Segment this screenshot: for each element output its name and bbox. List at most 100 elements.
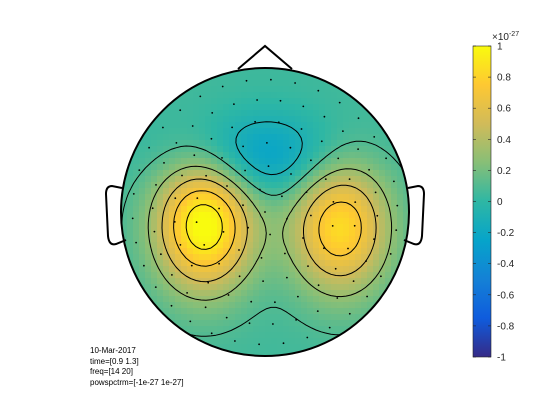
heatmap-cell	[169, 86, 176, 93]
left-ear-outline	[104, 184, 127, 246]
heatmap-cell	[283, 272, 290, 279]
electrode	[306, 336, 309, 339]
electrode	[259, 188, 261, 191]
heatmap-cell	[379, 140, 386, 147]
heatmap-cell	[271, 80, 278, 87]
heatmap-cell	[157, 68, 164, 75]
heatmap-cell	[379, 170, 386, 177]
heatmap-cell	[181, 218, 188, 225]
heatmap-cell	[211, 188, 218, 195]
heatmap-cell	[151, 272, 158, 279]
heatmap-cell	[121, 314, 128, 321]
heatmap-cell	[205, 254, 212, 261]
heatmap-cell	[277, 284, 284, 291]
heatmap-cell	[259, 314, 266, 321]
heatmap-cell	[271, 260, 278, 267]
heatmap-cell	[247, 110, 254, 117]
heatmap-cell	[313, 338, 320, 345]
heatmap-cell	[289, 242, 296, 249]
heatmap-cell	[187, 134, 194, 141]
heatmap-cell	[163, 266, 170, 273]
heatmap-cell	[175, 236, 182, 243]
heatmap-cell	[205, 242, 212, 249]
colorbar-exponent: ×10-27	[492, 31, 519, 43]
heatmap-cell	[277, 122, 284, 129]
heatmap-cell	[403, 128, 409, 135]
heatmap-cell	[229, 188, 236, 195]
heatmap-cell	[169, 308, 176, 315]
heatmap-cell	[139, 158, 146, 165]
heatmap-cell	[361, 140, 368, 147]
heatmap-cell	[289, 110, 296, 117]
electrode	[203, 244, 206, 246]
heatmap-cell	[157, 176, 164, 183]
heatmap-cell	[337, 200, 344, 207]
heatmap-cell	[355, 92, 362, 99]
heatmap-cell	[373, 122, 380, 129]
heatmap-cell	[265, 182, 272, 189]
heatmap-cell	[331, 248, 338, 255]
heatmap-cell	[343, 266, 350, 273]
electrode	[366, 295, 368, 298]
heatmap-cell	[307, 110, 314, 117]
heatmap-cell	[163, 86, 170, 93]
heatmap-cell	[301, 170, 308, 177]
heatmap-cell	[331, 86, 338, 93]
heatmap-cell	[295, 158, 302, 165]
heatmap-cell	[361, 254, 368, 261]
electrode	[195, 221, 198, 224]
heatmap-cell	[343, 98, 350, 105]
heatmap-cell	[241, 230, 248, 237]
heatmap-cell	[241, 332, 248, 339]
heatmap-cell	[157, 236, 164, 243]
heatmap-cell	[367, 266, 374, 273]
heatmap-cell	[307, 194, 314, 201]
heatmap-cell	[313, 158, 320, 165]
heatmap-cell	[295, 230, 302, 237]
heatmap-cell	[145, 260, 152, 267]
heatmap-cell	[373, 260, 380, 267]
heatmap-cell	[241, 104, 248, 111]
heatmap-cell	[223, 86, 230, 93]
heatmap-cell	[157, 128, 164, 135]
heatmap-cell	[175, 68, 182, 75]
heatmap-cell	[133, 206, 140, 213]
heatmap-cell	[211, 254, 218, 261]
heatmap-cell	[133, 182, 140, 189]
heatmap-cell	[229, 224, 236, 231]
heatmap-cell	[187, 218, 194, 225]
heatmap-cell	[319, 122, 326, 129]
heatmap-cell	[391, 188, 398, 195]
heatmap-cell	[283, 86, 290, 93]
heatmap-cell	[175, 152, 182, 159]
heatmap-cell	[247, 350, 254, 356]
heatmap-cell	[133, 326, 140, 333]
heatmap-cell	[331, 104, 338, 111]
heatmap-cell	[199, 272, 206, 279]
heatmap-cell	[373, 308, 380, 315]
heatmap-cell	[307, 338, 314, 345]
heatmap-cell	[337, 320, 344, 327]
heatmap-cell	[397, 254, 404, 261]
heatmap-cell	[271, 320, 278, 327]
heatmap-cell	[397, 128, 404, 135]
heatmap-cell	[169, 170, 176, 177]
heatmap-cell	[349, 182, 356, 189]
heatmap-cell	[181, 320, 188, 327]
heatmap-cell	[301, 176, 308, 183]
electrode	[238, 249, 240, 251]
heatmap-cell	[151, 176, 158, 183]
heatmap-cell	[307, 308, 314, 315]
heatmap-cell	[289, 284, 296, 291]
heatmap-cell	[313, 260, 320, 267]
heatmap-cell	[295, 236, 302, 243]
heatmap-cell	[157, 254, 164, 261]
heatmap-cell	[199, 140, 206, 147]
heatmap-cell	[373, 92, 380, 99]
heatmap-cell	[217, 206, 224, 213]
electrode	[310, 214, 312, 217]
heatmap-cell	[217, 236, 224, 243]
heatmap-cell	[229, 230, 236, 237]
heatmap-cell	[229, 86, 236, 93]
heatmap-cell	[139, 218, 146, 225]
